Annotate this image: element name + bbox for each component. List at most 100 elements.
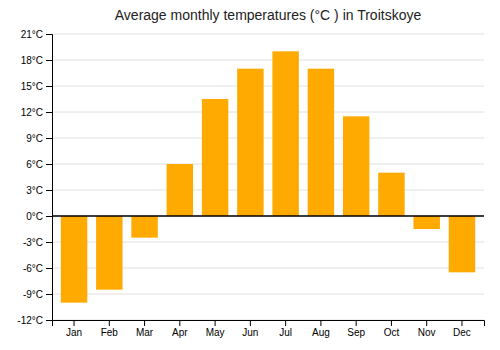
y-tick: 15°C [21,81,52,92]
grid-line [52,34,484,35]
grid-line [52,294,484,295]
bar [96,216,122,290]
bar [131,216,157,238]
x-tick-mark [461,320,462,326]
grid-line [52,86,484,87]
bar [413,216,439,229]
x-tick-mark [426,320,427,326]
y-tick-label: 18°C [21,55,43,66]
x-tick-mark [144,320,145,326]
x-tick-mark [109,320,110,326]
x-tick-label: Apr [172,327,188,338]
y-axis: -12°C -9°C -6°C -3°C 0°C 3°C 6°C 9°C 12°C 15°C 18°… [17,29,52,326]
grid-line [52,112,484,113]
y-tick-label: 21°C [21,29,43,40]
x-tick-label: Nov [418,327,436,338]
y-axis-line [46,35,53,321]
y-tick: 0°C [26,211,52,222]
plot: Jan Feb Mar Apr May Jun Jul Aug Sep Oct Nov Dec -12°… [17,29,484,338]
y-tick-mark [46,216,52,217]
y-tick-mark [46,138,52,139]
x-tick: Mar [136,320,154,338]
x-tick-mark [356,320,357,326]
y-tick-label: -12°C [17,315,43,326]
chart-svg: Jan Feb Mar Apr May Jun Jul Aug Sep Oct Nov Dec -12°… [0,0,500,350]
x-tick: Feb [101,320,119,338]
x-tick: Dec [453,320,471,338]
x-tick-label: Aug [312,327,330,338]
y-tick: 18°C [21,55,52,66]
y-tick: 3°C [26,185,52,196]
y-tick: 9°C [26,133,52,144]
title: Average monthly temperatures (°C ) in Tr… [115,7,422,23]
y-tick-label: 9°C [26,133,43,144]
y-tick-label: -9°C [23,289,43,300]
x-tick: Oct [384,320,400,338]
y-tick: 6°C [26,159,52,170]
y-tick-label: 0°C [26,211,43,222]
y-tick: -9°C [23,289,52,300]
x-axis-line [53,321,485,327]
y-tick-mark [46,112,52,113]
x-tick: Jul [279,320,292,338]
y-tick-label: 12°C [21,107,43,118]
grid-line [52,164,484,165]
bar [61,216,87,303]
x-tick-label: Sep [347,327,365,338]
bar [343,116,369,216]
x-tick: Jan [66,320,82,338]
bar [237,69,263,216]
grid [52,34,484,320]
grid-line [52,60,484,61]
y-tick-label: 6°C [26,159,43,170]
bar [272,51,298,216]
y-tick-mark [46,86,52,87]
bar [202,99,228,216]
y-tick: 21°C [21,29,52,40]
chart-container: Jan Feb Mar Apr May Jun Jul Aug Sep Oct Nov Dec -12°… [0,0,500,350]
y-tick: 12°C [21,107,52,118]
x-axis: Jan Feb Mar Apr May Jun Jul Aug Sep Oct Nov Dec [53,320,485,338]
x-tick: May [206,320,225,338]
bar [167,164,193,216]
bars [52,51,484,302]
x-tick-label: Feb [101,327,119,338]
x-tick-label: Jul [279,327,292,338]
x-tick-label: May [206,327,225,338]
bar [378,173,404,216]
x-tick-mark [215,320,216,326]
x-tick: Nov [418,320,436,338]
y-tick-label: 3°C [26,185,43,196]
bar [308,69,334,216]
y-tick-label: 15°C [21,81,43,92]
y-tick-mark [46,294,52,295]
x-tick-label: Mar [136,327,154,338]
y-tick-label: -3°C [23,237,43,248]
x-tick-mark [74,320,75,326]
zero-line [52,215,484,217]
x-tick: Apr [172,320,188,338]
bar [449,216,475,272]
y-tick-mark [46,320,52,321]
x-tick-mark [320,320,321,326]
x-tick-label: Dec [453,327,471,338]
x-tick-mark [250,320,251,326]
x-tick-mark [179,320,180,326]
y-tick: -6°C [23,263,52,274]
y-tick: -12°C [17,315,52,326]
y-tick-mark [46,242,52,243]
y-tick-label: -6°C [23,263,43,274]
x-tick-label: Jan [66,327,82,338]
x-tick: Aug [312,320,330,338]
x-tick-label: Jun [242,327,258,338]
grid-line [52,190,484,191]
x-tick-mark [391,320,392,326]
x-tick-mark [285,320,286,326]
x-tick-label: Oct [384,327,400,338]
y-tick-mark [46,164,52,165]
y-tick: -3°C [23,237,52,248]
y-tick-mark [46,34,52,35]
y-tick-mark [46,60,52,61]
y-tick-mark [46,268,52,269]
x-tick: Jun [242,320,258,338]
